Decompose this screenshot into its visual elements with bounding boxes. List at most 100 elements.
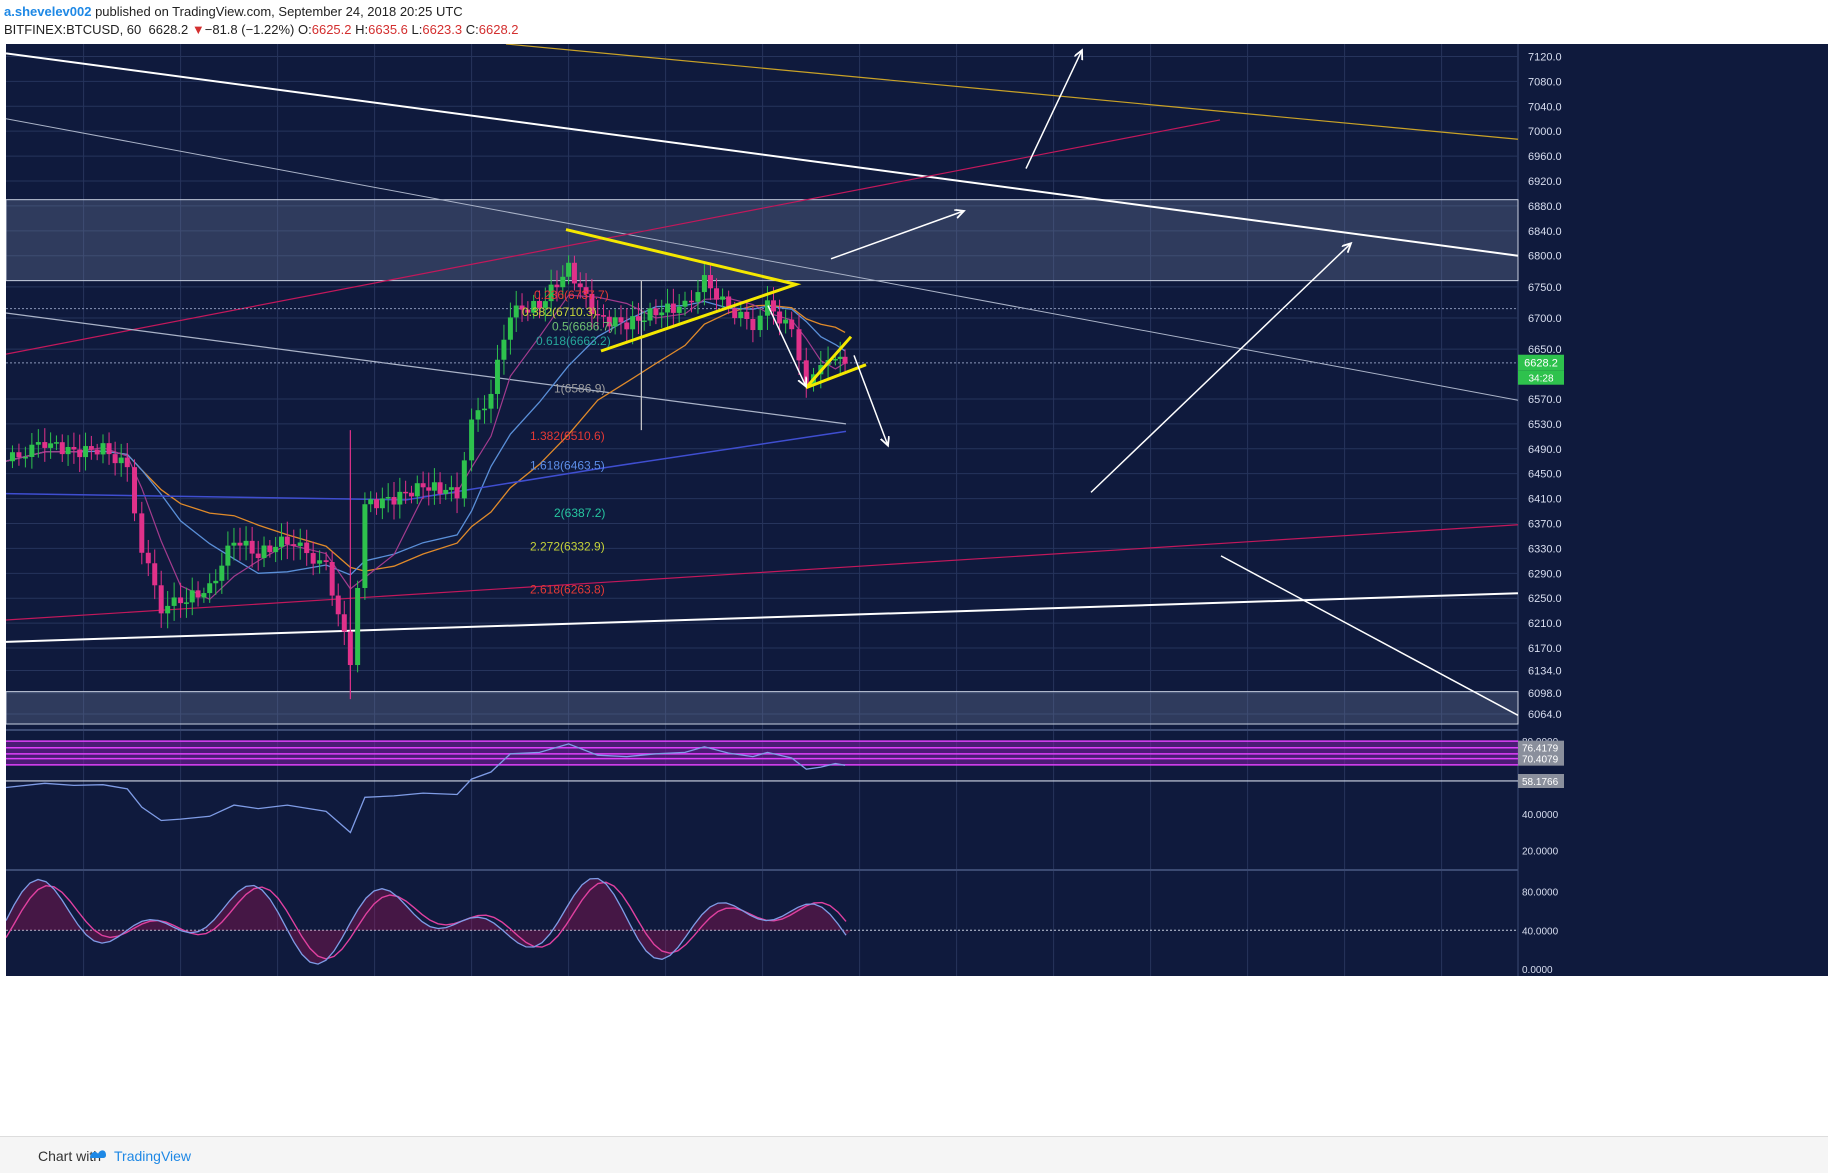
candle-body xyxy=(832,358,838,361)
candle-body xyxy=(35,442,41,445)
candle-body xyxy=(494,359,500,394)
candle-body xyxy=(207,583,213,594)
rsi-value-label: 76.4179 xyxy=(1522,744,1559,755)
y-tick-label: 6650.0 xyxy=(1528,344,1562,356)
candle-body xyxy=(714,288,720,300)
candle-body xyxy=(803,360,809,386)
magenta-trendline xyxy=(6,119,1221,355)
candle-body xyxy=(255,553,261,559)
stoch-tick-label: 40.0000 xyxy=(1522,926,1559,937)
candle-body xyxy=(796,329,802,361)
descending-trendline xyxy=(6,118,1519,401)
candle-body xyxy=(379,498,385,509)
y-tick-label: 6170.0 xyxy=(1528,643,1562,655)
stoch-tick-label: 80.0000 xyxy=(1522,887,1559,898)
candle-body xyxy=(583,287,589,294)
symbol-info: BITFINEX:BTCUSD, 60 6628.2 ▼−81.8 (−1.22… xyxy=(4,22,519,37)
tradingview-logo-icon xyxy=(90,1150,106,1158)
candle-body xyxy=(738,311,744,319)
projection-down-arrow xyxy=(853,355,888,445)
fib-level-label: 2.618(6263.8) xyxy=(530,583,605,597)
fib-level-label: 1(6586.9) xyxy=(554,381,605,395)
fib-level-label: 2(6387.2) xyxy=(554,506,605,520)
candle-body xyxy=(341,614,347,632)
candle-body xyxy=(837,356,843,359)
candle-body xyxy=(385,497,391,499)
magenta-support-line xyxy=(6,524,1519,621)
candle-body xyxy=(641,320,647,323)
y-tick-label: 6134.0 xyxy=(1528,665,1562,677)
last-price: 6628.2 xyxy=(148,22,189,37)
steep-projection-line xyxy=(1025,50,1082,169)
candle-body xyxy=(83,446,89,458)
candle-body xyxy=(132,467,138,514)
candle-body xyxy=(374,499,380,509)
open-label: O: xyxy=(298,22,312,37)
y-tick-label: 6880.0 xyxy=(1528,201,1562,213)
sr-zone xyxy=(6,691,1519,725)
y-tick-label: 6064.0 xyxy=(1528,709,1562,721)
candle-body xyxy=(219,565,225,581)
chart-area[interactable]: 1718192021222324252627282930Oct7120.0708… xyxy=(6,44,1828,1136)
candle-body xyxy=(88,446,94,450)
open-value: 6625.2 xyxy=(311,22,352,37)
y-tick-label: 6960.0 xyxy=(1528,151,1562,163)
candle-body xyxy=(65,447,71,455)
rsi-tick-label: 40.0000 xyxy=(1522,810,1559,821)
fib-level-label: 0.236(6737.7) xyxy=(534,288,609,302)
candle-body xyxy=(777,311,783,324)
price-change: −81.8 (−1.22%) xyxy=(204,22,295,37)
candle-body xyxy=(261,545,267,559)
candle-body xyxy=(750,319,756,331)
candle-body xyxy=(284,536,290,545)
candle-body xyxy=(22,456,28,459)
candle-body xyxy=(695,292,701,302)
high-label: H: xyxy=(355,22,369,37)
candle-body xyxy=(397,491,403,505)
candle-body xyxy=(59,442,65,455)
candle-body xyxy=(273,546,279,553)
high-value: 6635.6 xyxy=(368,22,408,37)
candle-body xyxy=(420,483,426,488)
candle-body xyxy=(676,306,682,313)
candle-body xyxy=(414,483,420,497)
candle-body xyxy=(789,319,795,330)
candle-body xyxy=(488,393,494,409)
candle-body xyxy=(501,339,507,360)
candle-body xyxy=(329,561,335,596)
brand-link[interactable]: TradingView xyxy=(114,1148,192,1164)
time-axis-background xyxy=(6,976,1518,1136)
candle-body xyxy=(647,308,653,321)
candle-body xyxy=(624,322,630,330)
y-tick-label: 6490.0 xyxy=(1528,444,1562,456)
candle-body xyxy=(213,580,219,584)
candle-body xyxy=(225,545,231,566)
price-chart[interactable]: 1718192021222324252627282930Oct7120.0708… xyxy=(6,44,1828,1136)
candle-body xyxy=(94,449,100,455)
candle-body xyxy=(618,317,624,323)
grey-ma-curve xyxy=(6,312,847,425)
candle-body xyxy=(145,552,151,564)
y-tick-label: 6290.0 xyxy=(1528,568,1562,580)
candle-body xyxy=(448,487,454,490)
last-price-tag xyxy=(1518,354,1564,371)
fib-level-label: 2.272(6332.9) xyxy=(530,540,605,554)
footer: Chart with TradingView xyxy=(0,1136,1828,1173)
y-tick-label: 6370.0 xyxy=(1528,519,1562,531)
candle-body xyxy=(426,487,432,491)
bullish-projection-arrow xyxy=(1090,243,1351,493)
candle-body xyxy=(665,303,671,313)
candle-body xyxy=(139,513,145,553)
y-tick-label: 7120.0 xyxy=(1528,51,1562,63)
candle-body xyxy=(189,590,195,603)
rsi-value-badge xyxy=(1518,751,1564,766)
candle-body xyxy=(171,597,177,606)
y-tick-label: 6450.0 xyxy=(1528,469,1562,481)
rsi-value-badge xyxy=(1518,740,1564,755)
breakout-arrow xyxy=(830,211,964,260)
candle-body xyxy=(554,284,560,288)
stoch-d-line xyxy=(6,881,847,960)
y-tick-label: 6530.0 xyxy=(1528,419,1562,431)
y-tick-label: 7080.0 xyxy=(1528,76,1562,88)
author-link[interactable]: a.shevelev002 xyxy=(4,4,92,19)
